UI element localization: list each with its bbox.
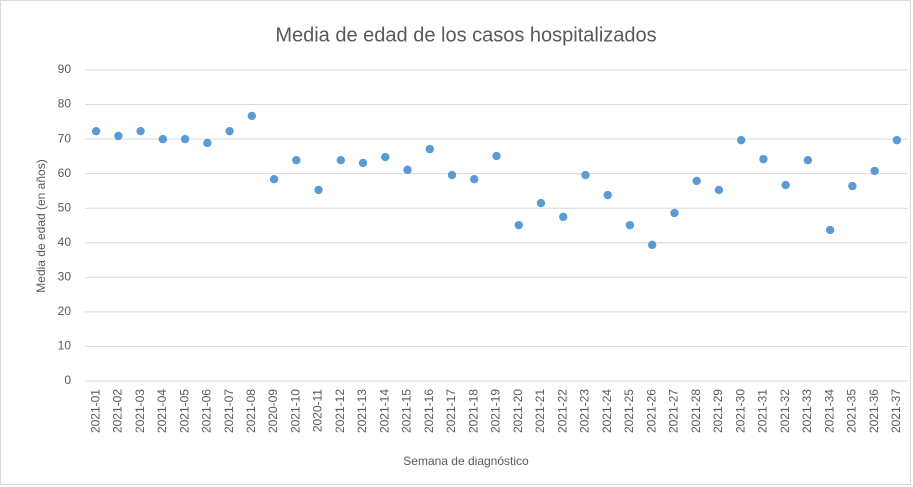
x-tick-label: 2021-23 xyxy=(578,389,592,433)
x-tick-label: 2021-13 xyxy=(355,389,369,433)
x-tick-label: 2021-17 xyxy=(444,389,458,433)
point xyxy=(581,170,590,180)
point xyxy=(870,166,879,176)
point xyxy=(759,154,768,164)
point xyxy=(714,185,724,195)
x-tick-label: 2021-15 xyxy=(400,389,414,433)
point xyxy=(603,190,612,200)
point xyxy=(670,208,679,218)
y-tick-label: 80 xyxy=(58,97,72,111)
point xyxy=(269,174,279,184)
point xyxy=(225,126,234,136)
y-tick-label: 20 xyxy=(58,304,72,318)
point xyxy=(114,131,123,141)
point xyxy=(492,151,501,161)
x-tick-label: 2021-08 xyxy=(244,389,258,433)
y-tick-label: 60 xyxy=(58,166,72,180)
x-tick-label: 2021-33 xyxy=(800,389,814,433)
x-tick-label: 2021-05 xyxy=(177,389,191,433)
point xyxy=(203,138,212,148)
y-tick-label: 0 xyxy=(64,373,71,387)
x-tick-label: 2021-01 xyxy=(88,389,102,433)
point xyxy=(136,126,145,136)
point xyxy=(447,170,457,180)
x-tick-label: 2021-10 xyxy=(288,389,302,433)
x-tick-label: 2021-06 xyxy=(200,389,214,433)
x-tick-label: 2021-34 xyxy=(822,389,836,433)
y-tick-label: 40 xyxy=(58,235,72,249)
x-tick-label: 2021-29 xyxy=(711,389,725,433)
point xyxy=(314,185,323,195)
point xyxy=(848,181,857,191)
point xyxy=(803,155,813,165)
point xyxy=(381,152,390,162)
x-tick-label: 2021-35 xyxy=(845,389,859,433)
point xyxy=(403,165,412,175)
point xyxy=(648,240,657,250)
x-tick-label: 2021-02 xyxy=(111,389,125,433)
x-tick-label: 2021-26 xyxy=(644,389,658,433)
point xyxy=(514,220,523,230)
x-tick-label: 2021-28 xyxy=(689,389,703,433)
point xyxy=(292,155,301,165)
point xyxy=(336,155,345,165)
x-tick-label: 2021-31 xyxy=(756,389,770,433)
point xyxy=(825,225,835,235)
point xyxy=(892,135,902,145)
x-tick-label: 2021-04 xyxy=(155,389,169,433)
x-tick-label: 2021-25 xyxy=(622,389,636,433)
x-tick-label: 2021-24 xyxy=(600,389,614,433)
x-tick-label: 2021-32 xyxy=(778,389,792,433)
point xyxy=(536,198,546,208)
x-tick-label: 2021-16 xyxy=(422,389,436,433)
x-tick-label: 2020-11 xyxy=(311,389,325,432)
x-tick-label: 2021-22 xyxy=(555,389,569,433)
x-tick-label: 2021-19 xyxy=(489,389,503,433)
x-tick-label: 2020-09 xyxy=(266,389,280,433)
chart-title: Media de edad de los casos hospitalizado… xyxy=(275,24,656,46)
point xyxy=(692,176,701,186)
x-tick-label: 2021-37 xyxy=(889,389,903,433)
point xyxy=(625,220,635,230)
x-tick-label: 2021-20 xyxy=(511,389,525,433)
y-tick-label: 30 xyxy=(58,270,72,284)
x-tick-label: 2021-14 xyxy=(377,389,391,433)
y-tick-label: 90 xyxy=(58,62,72,76)
x-tick-label: 2021-18 xyxy=(466,389,480,433)
x-tick-label: 2021-30 xyxy=(733,389,747,433)
point xyxy=(358,158,368,168)
x-axis-label: Semana de diagnóstico xyxy=(403,454,529,468)
x-tick-label: 2021-36 xyxy=(867,389,881,433)
x-tick-label: 2021-27 xyxy=(667,389,681,433)
point xyxy=(158,134,168,144)
point xyxy=(247,111,257,121)
y-tick-label: 10 xyxy=(58,339,72,353)
y-tick-label: 50 xyxy=(58,200,72,214)
point xyxy=(91,126,101,136)
point xyxy=(559,212,568,222)
point xyxy=(425,144,434,154)
x-tick-label: 2021-21 xyxy=(533,389,547,433)
y-axis-label: Media de edad (en años) xyxy=(34,159,48,292)
x-tick-label: 2021-07 xyxy=(222,389,236,433)
x-tick-label: 2021-03 xyxy=(133,389,147,433)
x-tick-label: 2021-12 xyxy=(333,389,347,433)
point xyxy=(180,134,190,144)
point xyxy=(781,180,790,190)
point xyxy=(470,174,479,184)
point xyxy=(736,135,746,145)
y-tick-label: 70 xyxy=(58,131,72,145)
